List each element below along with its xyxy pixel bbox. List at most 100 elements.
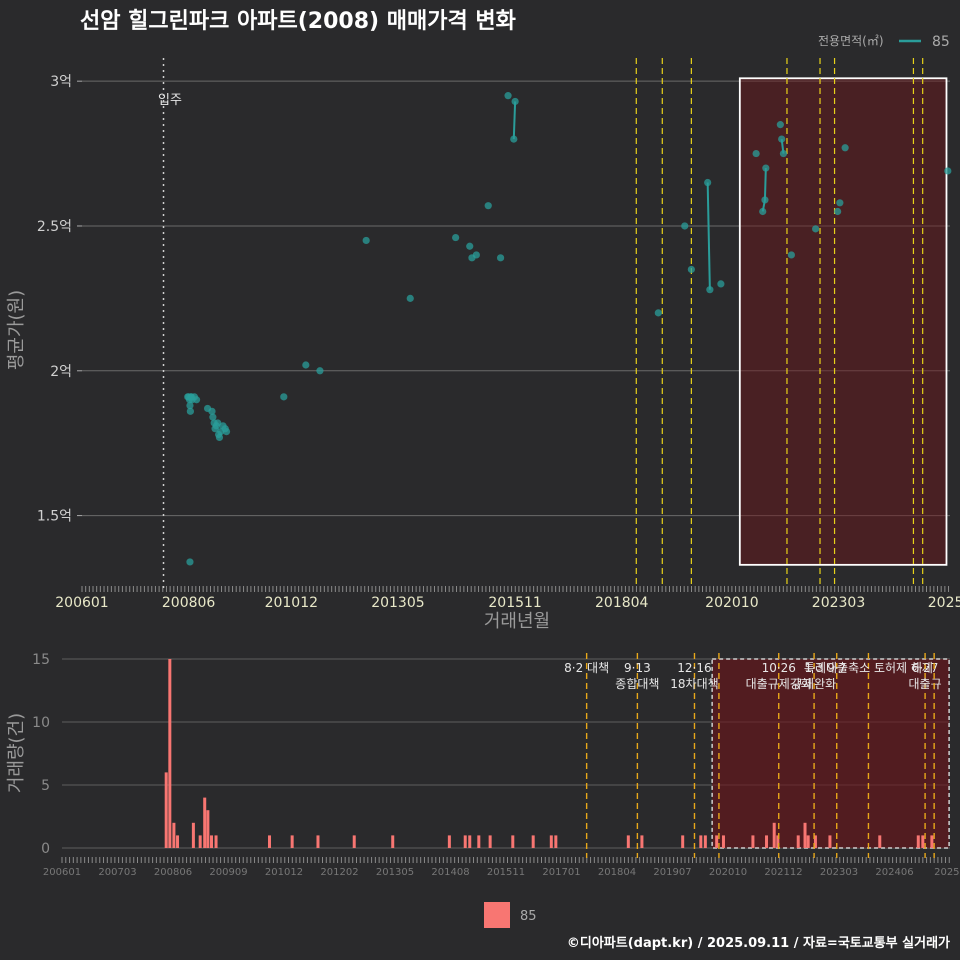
data-point <box>208 407 216 415</box>
bottom-y-tick-label: 10 <box>32 715 50 731</box>
volume-bar <box>210 835 214 848</box>
bottom-x-tick-label: 201305 <box>376 867 414 878</box>
volume-bar <box>316 835 320 848</box>
volume-bar <box>703 835 707 848</box>
bottom-x-tick-label: 200601 <box>43 867 81 878</box>
volume-bar <box>930 835 934 848</box>
data-point <box>406 294 414 302</box>
data-point <box>779 149 788 158</box>
source-caption: ©디아파트(dapt.kr) / 2025.09.11 / 자료=국토교통부 실… <box>567 935 950 951</box>
policy-label: 6·27 <box>912 661 939 675</box>
data-point <box>186 401 194 410</box>
data-point <box>186 558 194 566</box>
x-axis-title: 거래년월 <box>484 611 550 632</box>
data-point <box>762 164 770 172</box>
bottom-legend-label: 85 <box>520 909 537 924</box>
x-tick-label: 2025 <box>928 595 960 611</box>
volume-bar <box>715 835 719 848</box>
y-axis-title: 평균가(원) <box>6 290 27 370</box>
volume-bar <box>164 772 168 848</box>
policy-label: 18차대책 <box>670 676 718 691</box>
x-tick-label: 200601 <box>55 595 108 611</box>
volume-bar <box>640 835 644 848</box>
data-point <box>944 167 952 175</box>
bottom-x-tick-label: 201408 <box>431 867 469 878</box>
x-tick-label: 201511 <box>488 595 541 611</box>
highlight-region <box>738 77 948 566</box>
volume-bar <box>191 822 195 848</box>
chart-title: 선암 힐그린파크 아파트(2008) 매매가격 변화 <box>80 9 516 34</box>
data-point <box>302 361 310 369</box>
volume-bar <box>203 797 207 848</box>
data-point <box>192 396 201 404</box>
volume-bar <box>214 835 218 848</box>
volume-bar <box>176 835 180 848</box>
volume-bar <box>921 835 925 848</box>
volume-bar <box>806 835 810 848</box>
data-point <box>687 265 695 274</box>
bottom-x-tick-label: 201202 <box>320 867 358 878</box>
y-tick-label: 1.5억 <box>37 509 72 525</box>
y-tick-label: 2.5억 <box>37 219 72 235</box>
bottom-x-tick-label: 200909 <box>209 867 247 878</box>
top-marks <box>162 58 952 588</box>
bottom-y-tick-label: 15 <box>32 652 50 668</box>
volume-bar <box>531 835 535 848</box>
move-in-label: 입주 <box>158 93 182 108</box>
volume-bar <box>681 835 685 848</box>
data-point <box>466 242 474 250</box>
policy-label: 12·16 <box>677 661 711 675</box>
x-tick-label: 200806 <box>162 595 216 611</box>
data-point <box>222 428 231 436</box>
bottom-x-tick-label: 200703 <box>98 867 136 878</box>
bottom-legend-swatch <box>484 902 510 928</box>
data-point <box>496 254 505 262</box>
volume-bar <box>352 835 356 848</box>
bottom-x-tick-label: 20250 <box>934 867 960 878</box>
volume-bar <box>290 835 294 848</box>
data-point <box>841 144 849 152</box>
x-tick-label: 201305 <box>371 595 424 611</box>
data-point <box>452 233 460 242</box>
data-point <box>681 222 689 230</box>
data-point <box>186 407 194 415</box>
bottom-x-tick-label: 201701 <box>542 867 580 878</box>
volume-bar <box>511 835 515 848</box>
volume-bar <box>554 835 558 848</box>
bottom-x-tick-label: 201012 <box>265 867 303 878</box>
data-point <box>472 251 480 259</box>
bottom-highlight-region <box>711 658 950 849</box>
series-line-85 <box>706 182 711 290</box>
volume-bar <box>828 835 832 848</box>
bottom-x-tick-label: 201907 <box>653 867 691 878</box>
data-point <box>761 196 769 204</box>
bottom-x-tick-label: 201804 <box>598 867 636 878</box>
data-point <box>316 367 324 375</box>
data-point <box>209 413 217 421</box>
bottom-x-tick-label: 201511 <box>487 867 525 878</box>
volume-bar <box>468 835 472 848</box>
y-tick-label: 3억 <box>50 74 72 90</box>
volume-bar <box>765 835 769 848</box>
volume-bar <box>549 835 553 848</box>
bottom-x-tick-label: 202406 <box>875 867 913 878</box>
bottom-x-tick-label: 200806 <box>154 867 192 878</box>
y-tick-label: 2억 <box>50 364 72 380</box>
policy-label: 종합대책 <box>615 676 659 691</box>
volume-bar <box>463 835 467 848</box>
volume-bar <box>168 659 172 848</box>
volume-bar <box>796 835 800 848</box>
data-point <box>776 121 784 129</box>
data-point <box>812 225 820 233</box>
bottom-x-tick-label: 202112 <box>764 867 802 878</box>
data-point <box>836 199 844 207</box>
data-point <box>510 135 518 143</box>
legend-title: 전용면적(㎡) <box>818 34 884 48</box>
volume-bar <box>813 835 817 848</box>
volume-bar <box>699 835 703 848</box>
volume-bar <box>206 810 210 848</box>
volume-bar <box>172 822 176 848</box>
series-line-85 <box>512 101 517 140</box>
